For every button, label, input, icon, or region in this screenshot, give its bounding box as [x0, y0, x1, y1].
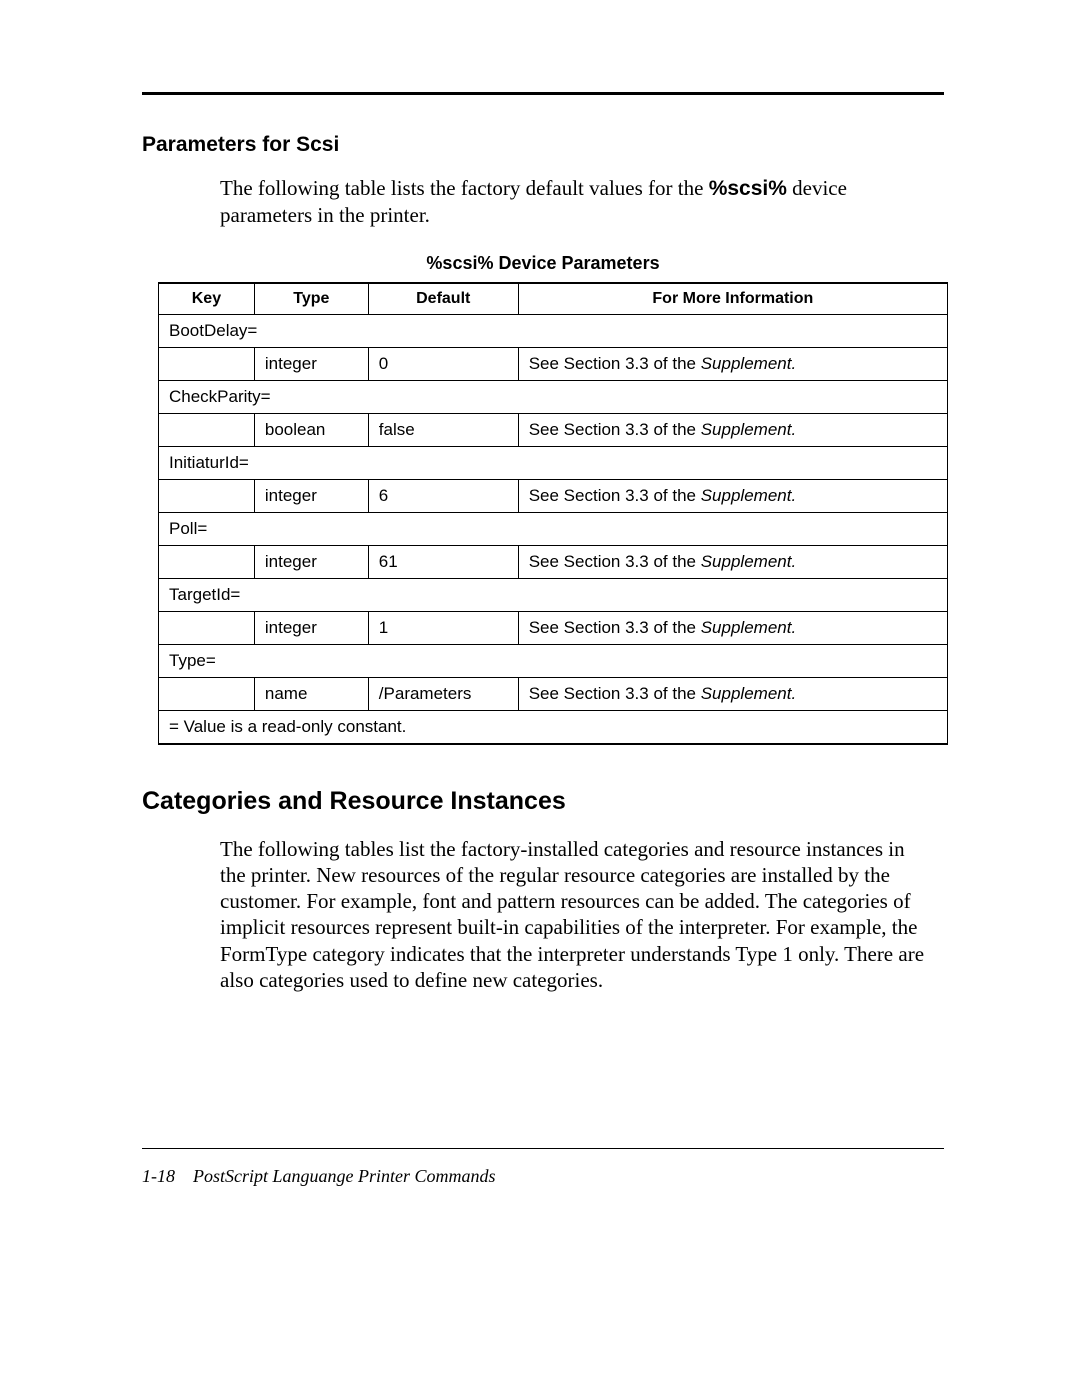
table-row: name /Parameters See Section 3.3 of the … [159, 677, 948, 710]
info-italic: Supplement. [701, 354, 796, 373]
table-row: Type= [159, 644, 948, 677]
cell-default: false [368, 413, 518, 446]
cell-key: BootDelay= [159, 314, 948, 347]
info-pre: See Section 3.3 of the [529, 486, 701, 505]
info-pre: See Section 3.3 of the [529, 684, 701, 703]
cell-blank [159, 545, 255, 578]
intro-text-pre: The following table lists the factory de… [220, 176, 709, 200]
cell-blank [159, 347, 255, 380]
cell-info: See Section 3.3 of the Supplement. [518, 347, 947, 380]
cell-type: name [254, 677, 368, 710]
footer-rule [142, 1148, 944, 1149]
col-header-key: Key [159, 283, 255, 315]
cell-blank [159, 677, 255, 710]
cell-footnote: = Value is a read-only constant. [159, 710, 948, 744]
footer-page-number: 1-18 [142, 1166, 175, 1186]
cell-type: integer [254, 611, 368, 644]
cell-info: See Section 3.3 of the Supplement. [518, 479, 947, 512]
table-row: Poll= [159, 512, 948, 545]
page-content: Parameters for Scsi The following table … [142, 92, 944, 1017]
cell-default: 1 [368, 611, 518, 644]
cell-info: See Section 3.3 of the Supplement. [518, 413, 947, 446]
cell-key: Poll= [159, 512, 948, 545]
info-italic: Supplement. [701, 552, 796, 571]
cell-type: integer [254, 545, 368, 578]
cell-type: integer [254, 347, 368, 380]
table-row: integer 61 See Section 3.3 of the Supple… [159, 545, 948, 578]
section-heading-scsi: Parameters for Scsi [142, 133, 944, 157]
info-italic: Supplement. [701, 486, 796, 505]
cell-key: TargetId= [159, 578, 948, 611]
cell-type: integer [254, 479, 368, 512]
cell-blank [159, 611, 255, 644]
cell-default: 0 [368, 347, 518, 380]
page-footer: 1-18 PostScript Languange Printer Command… [142, 1166, 496, 1187]
col-header-type: Type [254, 283, 368, 315]
section-heading-categories: Categories and Resource Instances [142, 787, 944, 816]
cell-key: CheckParity= [159, 380, 948, 413]
table-row: integer 0 See Section 3.3 of the Supplem… [159, 347, 948, 380]
table-footnote-row: = Value is a read-only constant. [159, 710, 948, 744]
col-header-info: For More Information [518, 283, 947, 315]
cell-blank [159, 479, 255, 512]
scsi-params-table: Key Type Default For More Information Bo… [158, 282, 948, 745]
categories-paragraph: The following tables list the factory-in… [220, 836, 934, 994]
cell-default: 6 [368, 479, 518, 512]
cell-key: InitiaturId= [159, 446, 948, 479]
cell-type: boolean [254, 413, 368, 446]
cell-info: See Section 3.3 of the Supplement. [518, 611, 947, 644]
cell-info: See Section 3.3 of the Supplement. [518, 545, 947, 578]
col-header-default: Default [368, 283, 518, 315]
table-row: integer 1 See Section 3.3 of the Supplem… [159, 611, 948, 644]
cell-info: See Section 3.3 of the Supplement. [518, 677, 947, 710]
info-pre: See Section 3.3 of the [529, 552, 701, 571]
info-pre: See Section 3.3 of the [529, 354, 701, 373]
info-pre: See Section 3.3 of the [529, 618, 701, 637]
cell-default: 61 [368, 545, 518, 578]
table-row: CheckParity= [159, 380, 948, 413]
table-row: integer 6 See Section 3.3 of the Supplem… [159, 479, 948, 512]
top-rule [142, 92, 944, 95]
footer-title: PostScript Languange Printer Commands [193, 1166, 496, 1186]
info-italic: Supplement. [701, 420, 796, 439]
cell-blank [159, 413, 255, 446]
table-header-row: Key Type Default For More Information [159, 283, 948, 315]
table-row: boolean false See Section 3.3 of the Sup… [159, 413, 948, 446]
info-italic: Supplement. [701, 618, 796, 637]
table-row: BootDelay= [159, 314, 948, 347]
table-row: TargetId= [159, 578, 948, 611]
cell-default: /Parameters [368, 677, 518, 710]
table-caption: %scsi% Device Parameters [142, 253, 944, 274]
intro-text-bold: %scsi% [709, 177, 787, 200]
table-row: InitiaturId= [159, 446, 948, 479]
cell-key: Type= [159, 644, 948, 677]
info-italic: Supplement. [701, 684, 796, 703]
info-pre: See Section 3.3 of the [529, 420, 701, 439]
intro-paragraph: The following table lists the factory de… [220, 175, 934, 229]
